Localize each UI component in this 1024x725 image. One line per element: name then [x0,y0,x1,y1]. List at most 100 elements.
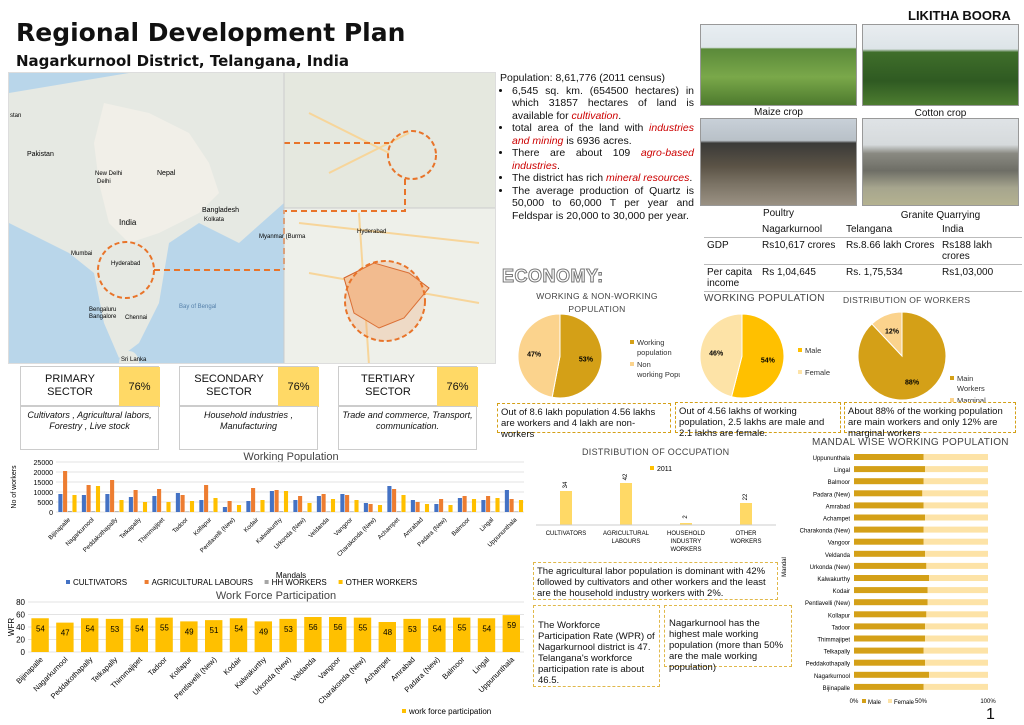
pie3-title: DISTRIBUTION OF WORKERS [843,295,971,305]
x-tick-label: 50% [915,699,928,705]
bar-value-label: 47 [61,629,70,638]
bar [410,500,415,512]
bar-value-label: 54 [234,624,243,633]
legend-swatch [650,466,654,470]
y-tick-label: Charakonda (New) [800,529,850,535]
bar [854,478,924,485]
bar [298,496,303,512]
bar [854,587,928,594]
sector-percentage: 76% [278,367,319,407]
x-tick-label: Balmoor [450,516,471,537]
bar [91,511,96,512]
bar [142,502,148,512]
mandal-chart-title: MANDAL WISE WORKING POPULATION [812,437,1009,448]
legend-swatch [66,580,70,584]
bar [180,495,185,512]
bar [110,480,115,512]
bar [246,501,251,512]
bar [854,562,927,569]
population-bullet: The average production of Quartz is 50,0… [512,185,694,223]
pie3-note: About 88% of the working population are … [844,402,1016,439]
y-tick-label: Pentlavelli (New) [805,601,850,607]
population-headline: Population: 8,61,776 (2011 census) [500,72,666,84]
table-cell: Rs.8.66 lakh Crores [846,240,935,251]
bar [353,617,372,652]
table-cell: Rs 1,04,645 [762,267,816,278]
y-tick-label: 20 [16,636,25,645]
y-axis-label: No of workers [11,465,18,509]
legend-label: Working population [637,338,672,357]
x-tick-label: Veldanda [289,654,318,683]
bar [105,494,110,512]
pie-slice [517,313,561,398]
bar [495,498,500,512]
bar [467,511,472,512]
map-label-bengaluru: Bengaluru [89,307,116,313]
bar [396,511,401,512]
map-label-myanmar: Myanmar (Burma [259,234,306,240]
y-tick-label: Lingal [834,468,850,474]
bullet-text: mineral resources [605,172,690,184]
bar [854,454,924,460]
bar [58,494,63,512]
bar-value-label: 54 [86,624,95,633]
bar [854,466,926,473]
y-tick-label: Achampet [823,517,850,523]
map-label-hyderabad: Hyderabad [111,261,140,267]
sector-description: Trade and commerce, Transport, communica… [338,406,477,450]
bar [854,671,930,678]
sector-header: PRIMARY SECTOR 76% [20,366,160,407]
table-header-cell: Nagarkurnool [762,224,823,235]
bar [302,511,307,512]
legend-label: Male [868,700,882,706]
bar-value-label: 2 [683,515,689,519]
bar [340,494,345,512]
bar [205,620,223,652]
x-tick-label: Kollapur [192,516,213,537]
y-tick-label: Vangoor [828,541,850,547]
page-number: 1 [986,706,995,723]
bar [428,618,446,652]
pie2-title: WORKING POPULATION [704,293,825,304]
legend-swatch [402,709,406,713]
y-tick-label: Kalwakurthy [817,577,850,583]
y-tick-label: Kodair [833,589,850,595]
x-tick-label: OTHER WORKERS [730,531,761,545]
bar [251,488,256,512]
bullet-text: 6,545 sq. km. (654500 hectares) in which… [512,84,694,122]
y-tick-label: 25000 [34,460,54,467]
bar [434,504,439,512]
bar [927,587,988,594]
bar [213,498,218,512]
bar-value-label: 56 [309,623,318,632]
bar [345,495,350,512]
bar [854,659,926,666]
bar [204,485,209,512]
y-tick-label: 5000 [37,500,53,507]
bar [236,505,242,512]
bar [680,523,692,525]
bar [269,491,274,512]
bar [854,611,927,618]
bar-value-label: 54 [135,624,144,633]
x-tick-label: Lingal [479,516,496,533]
pie1-note: Out of 8.6 lakh population 4.56 lakhs ar… [497,403,671,440]
x-tick-label: Charakonda (New) [316,655,367,706]
bar-value-label: 22 [743,493,749,500]
bar-value-label: 55 [160,624,169,633]
pie-slice-label: 46% [709,351,724,358]
bullet-text: agro-based industries [512,147,694,172]
location-map[interactable]: Pakistan Nepal New Delhi Delhi India Ban… [8,72,496,364]
economy-table: Nagarkurnool Telangana India GDP Rs10,61… [704,222,1022,292]
y-tick-label: 10000 [34,490,54,497]
bar-value-label: 53 [408,625,417,634]
bar [462,496,467,512]
bar [927,599,988,606]
bar [453,617,471,652]
pie-slice [871,312,903,358]
pie2-note: Out of 4.56 lakhs of working population,… [675,402,841,439]
x-tick-label: 100% [980,699,996,705]
occupation-note: The agricultural labor population is dom… [533,562,778,600]
legend-label: CULTIVATORS [73,578,127,587]
